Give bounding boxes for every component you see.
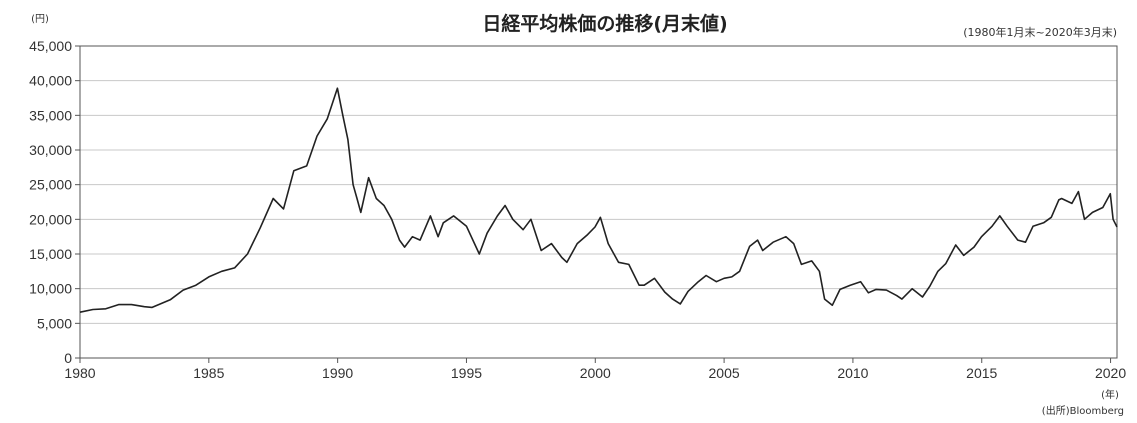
x-tick-label: 1990: [322, 365, 353, 381]
x-tick-label: 1995: [451, 365, 482, 381]
period-note: (1980年1月末~2020年3月末): [963, 25, 1117, 39]
x-tick-label: 2015: [966, 365, 997, 381]
y-tick-label: 10,000: [29, 281, 72, 297]
y-axis-ticks: 0 5,000 10,000 15,000 20,000 25,000 30,000 35,0…: [29, 38, 80, 366]
y-tick-label: 5,000: [37, 315, 72, 331]
y-tick-label: 15,000: [29, 246, 72, 262]
y-tick-label: 25,000: [29, 177, 72, 193]
series-line: [79, 87, 1118, 313]
y-tick-label: 45,000: [29, 38, 72, 54]
x-tick-label: 1985: [193, 365, 224, 381]
y-tick-label: 35,000: [29, 107, 72, 123]
y-tick-label: 40,000: [29, 73, 72, 89]
plot-frame: [79, 45, 1118, 359]
y-axis-unit: (円): [31, 14, 49, 25]
grid-lines: [80, 80, 1117, 324]
source-note: (出所)Bloomberg: [1042, 404, 1124, 417]
chart-title: 日経平均株価の推移(月末値): [482, 12, 727, 35]
x-tick-label: 2005: [709, 365, 740, 381]
x-axis-ticks: 1980 1985 1990 1995 2000 2005 2010 2015 2020: [64, 358, 1126, 381]
y-tick-label: 20,000: [29, 211, 72, 227]
x-tick-label: 1980: [64, 365, 95, 381]
y-tick-label: 0: [64, 350, 72, 366]
x-tick-label: 2010: [837, 365, 868, 381]
x-tick-label: 2000: [580, 365, 611, 381]
x-axis-unit: (年): [1101, 388, 1119, 401]
y-tick-label: 30,000: [29, 142, 72, 158]
x-tick-label: 2020: [1095, 365, 1126, 381]
